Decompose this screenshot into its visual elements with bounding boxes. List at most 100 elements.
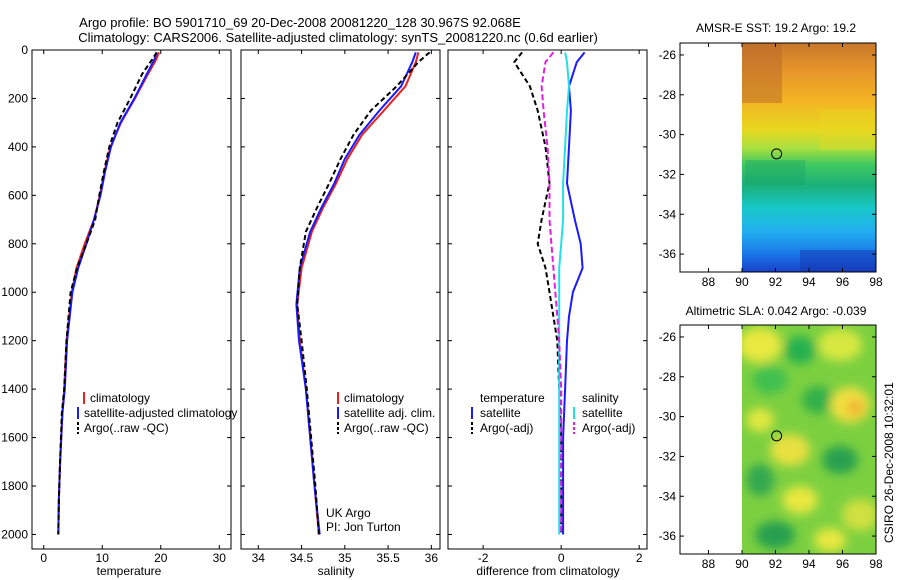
map-y-tick-label: -36 [659,529,677,543]
y-tick-label: 0 [21,43,28,57]
map-y-tick-label: -30 [659,410,677,424]
salinity-ticks: 34 34.5 35 35.5 36 [241,49,440,565]
series-line-satellite-adjusted-climatology [57,52,158,535]
sla-blob [842,499,876,531]
series-line-argo-raw-qc- [57,51,158,535]
salinity-lines [295,51,431,535]
series-line-salinity-satellite [558,52,571,535]
sla-blob [770,434,810,466]
map-y-tick-label: -32 [659,167,677,181]
x-tick-label: 10 [96,551,110,565]
legend-label-sal-argo: Argo(-adj) [582,421,635,435]
temperature-xlabel: temperature [97,564,162,578]
map-x-tick-label: 94 [802,557,816,571]
sst-map-title: AMSR-E SST: 19.2 Argo: 19.2 [696,21,856,35]
sla-blob [822,446,858,474]
sla-map-panel: Altimetric SLA: 0.042 Argo: -0.039 [659,304,883,571]
difference-panel: -2 0 2 difference from climatology tempera… [447,49,648,578]
difference-ticks: -2 0 2 [448,49,647,565]
series-line-temperature-argo-adj- [513,51,563,535]
legend-label-climatology: climatology [90,391,150,405]
y-tick-label: 2000 [1,527,28,541]
map-x-tick-label: 90 [735,557,749,571]
legend-label-satellite: satellite adj. clim. [344,406,435,420]
legend-label-climatology: climatology [344,391,404,405]
series-line-temperature-satellite [562,51,586,535]
temperature-lines [57,51,160,535]
series-line-climatology [296,52,420,535]
legend-label-temp-satellite: satellite [480,406,521,420]
y-tick-label: 1000 [1,285,28,299]
map-y-tick-label: -28 [659,88,677,102]
x-tick-label: 0 [40,551,47,565]
x-tick-label: -2 [478,551,489,565]
sla-field [742,325,876,554]
sla-blob [755,521,795,549]
sla-blob [782,486,818,514]
series-line-salinity-argo-adj- [540,51,563,535]
sla-blob [752,366,788,394]
x-tick-label: 20 [154,551,168,565]
salinity-panel: 34 34.5 35 35.5 36 salinity climatology sate… [240,49,441,578]
sla-map-title: Altimetric SLA: 0.042 Argo: -0.039 [686,304,867,318]
sla-blob [742,327,782,363]
legend-label-argo: Argo(..raw -QC) [344,421,429,435]
series-line-satellite-adj-clim- [295,52,417,535]
annotation-program: UK Argo [326,506,371,520]
sst-field [742,43,876,272]
sst-map-frame [679,42,877,273]
x-tick-label: 2 [636,551,643,565]
annotation-pi: PI: Jon Turton [326,520,401,534]
y-tick-label: 600 [8,188,28,202]
map-x-tick-label: 88 [702,275,716,289]
difference-xlabel: difference from climatology [476,564,619,578]
x-tick-label: 30 [213,551,227,565]
sst-yellow-patch [820,110,876,150]
sla-blob [802,386,834,414]
argo-float-marker [771,430,783,442]
map-x-tick-label: 92 [769,275,783,289]
sla-blob [746,464,774,496]
map-y-tick-label: -34 [659,207,677,221]
map-x-tick-label: 90 [735,275,749,289]
temperature-legend: climatology satellite-adjusted climatolo… [77,391,237,435]
x-tick-label: 35 [338,551,352,565]
sla-field-blobs [742,327,876,552]
y-tick-label: 800 [8,237,28,251]
y-tick-label: 400 [8,140,28,154]
legend-label-satellite: satellite-adjusted climatology [84,406,237,420]
sla-blob [818,329,862,361]
temperature-axes-box [31,49,232,550]
x-tick-label: 0 [558,551,565,565]
title-line-2: Climatology: CARS2006. Satellite-adjuste… [78,30,598,45]
map-x-tick-label: 94 [802,275,816,289]
argo-float-marker [771,148,783,160]
legend-label-sal-satellite: satellite [582,406,623,420]
sla-blob [746,408,774,432]
salinity-axes-box [240,49,441,550]
x-tick-label: 34.5 [290,551,314,565]
legend-label-argo: Argo(..raw -QC) [84,421,169,435]
sla-blob [847,400,863,416]
sst-map-panel: AMSR-E SST: 19.2 Argo: 19.2 88 90 92 94 96 98… [659,21,883,289]
map-x-tick-label: 92 [769,557,783,571]
legend-heading-salinity: salinity [582,391,619,405]
map-x-tick-label: 96 [836,275,850,289]
temperature-panel: 0 10 20 30 0 200 400 600 800 1000 1200 1400 1600 1800… [1,43,237,578]
map-y-tick-label: -26 [659,330,677,344]
y-tick-label: 1800 [1,479,28,493]
legend-heading-temperature: temperature [480,391,545,405]
title-line-1: Argo profile: BO 5901710_69 20-Dec-2008 … [79,15,521,30]
x-tick-label: 36 [425,551,439,565]
difference-lines [513,51,586,535]
series-line-climatology [57,52,160,535]
map-x-tick-label: 96 [836,557,850,571]
difference-axes-box [447,49,648,550]
sla-blob [814,528,846,552]
map-y-tick-label: -36 [659,247,677,261]
temperature-ticks: 0 10 20 30 0 200 400 600 800 1000 1200 1400 1600 1800… [1,43,231,565]
sst-warm-patch [742,43,782,103]
sla-map-ticks: 88 90 92 94 96 98 -26 -28 -30 -32 -34 -36 [659,325,883,571]
credit-timestamp: CSIRO 26-Dec-2008 10:32:01 [882,382,896,543]
series-line-argo-raw-qc- [296,51,431,535]
